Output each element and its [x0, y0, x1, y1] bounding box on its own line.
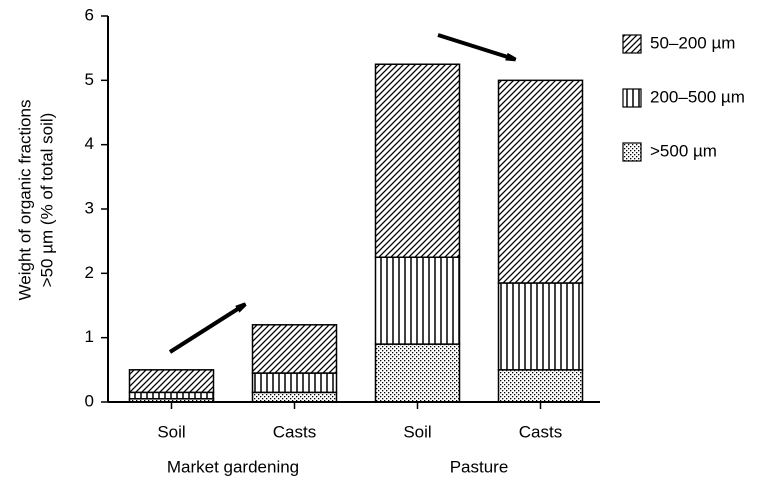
x-tick-label: Casts [519, 422, 562, 441]
legend-label: 50–200 µm [650, 33, 735, 52]
y-tick-label: 1 [85, 327, 94, 346]
bar-segment [497, 369, 584, 403]
y-tick-label: 2 [85, 263, 94, 282]
y-tick-label: 5 [85, 70, 94, 89]
bar-segment [374, 343, 461, 403]
y-tick-label: 3 [85, 198, 94, 217]
x-tick-label: Soil [157, 422, 185, 441]
bar-segment [251, 324, 338, 374]
bar-segment [128, 369, 215, 394]
legend-label: >500 µm [650, 141, 717, 160]
legend-swatch [622, 88, 642, 108]
bar-segment [128, 391, 215, 400]
x-tick-label: Soil [403, 422, 431, 441]
bar-segment [251, 372, 338, 394]
bar-segment [251, 391, 338, 403]
x-tick-label: Casts [273, 422, 316, 441]
bar-segment [374, 256, 461, 345]
y-tick-label: 0 [85, 391, 94, 410]
y-tick-label: 4 [85, 134, 94, 153]
y-axis-label: >50 µm (% of total soil) [37, 113, 56, 288]
legend-label: 200–500 µm [650, 87, 745, 106]
legend-swatch [622, 34, 642, 54]
arrow [168, 305, 244, 354]
bar-segment [497, 282, 584, 371]
legend-swatch [622, 142, 642, 162]
group-label: Market gardening [167, 457, 299, 476]
bar-segment [374, 63, 461, 258]
group-label: Pasture [450, 457, 509, 476]
arrow [437, 33, 514, 59]
bar-segment [497, 79, 584, 284]
y-axis-label: Weight of organic fractions [15, 100, 34, 301]
y-tick-label: 6 [85, 5, 94, 24]
